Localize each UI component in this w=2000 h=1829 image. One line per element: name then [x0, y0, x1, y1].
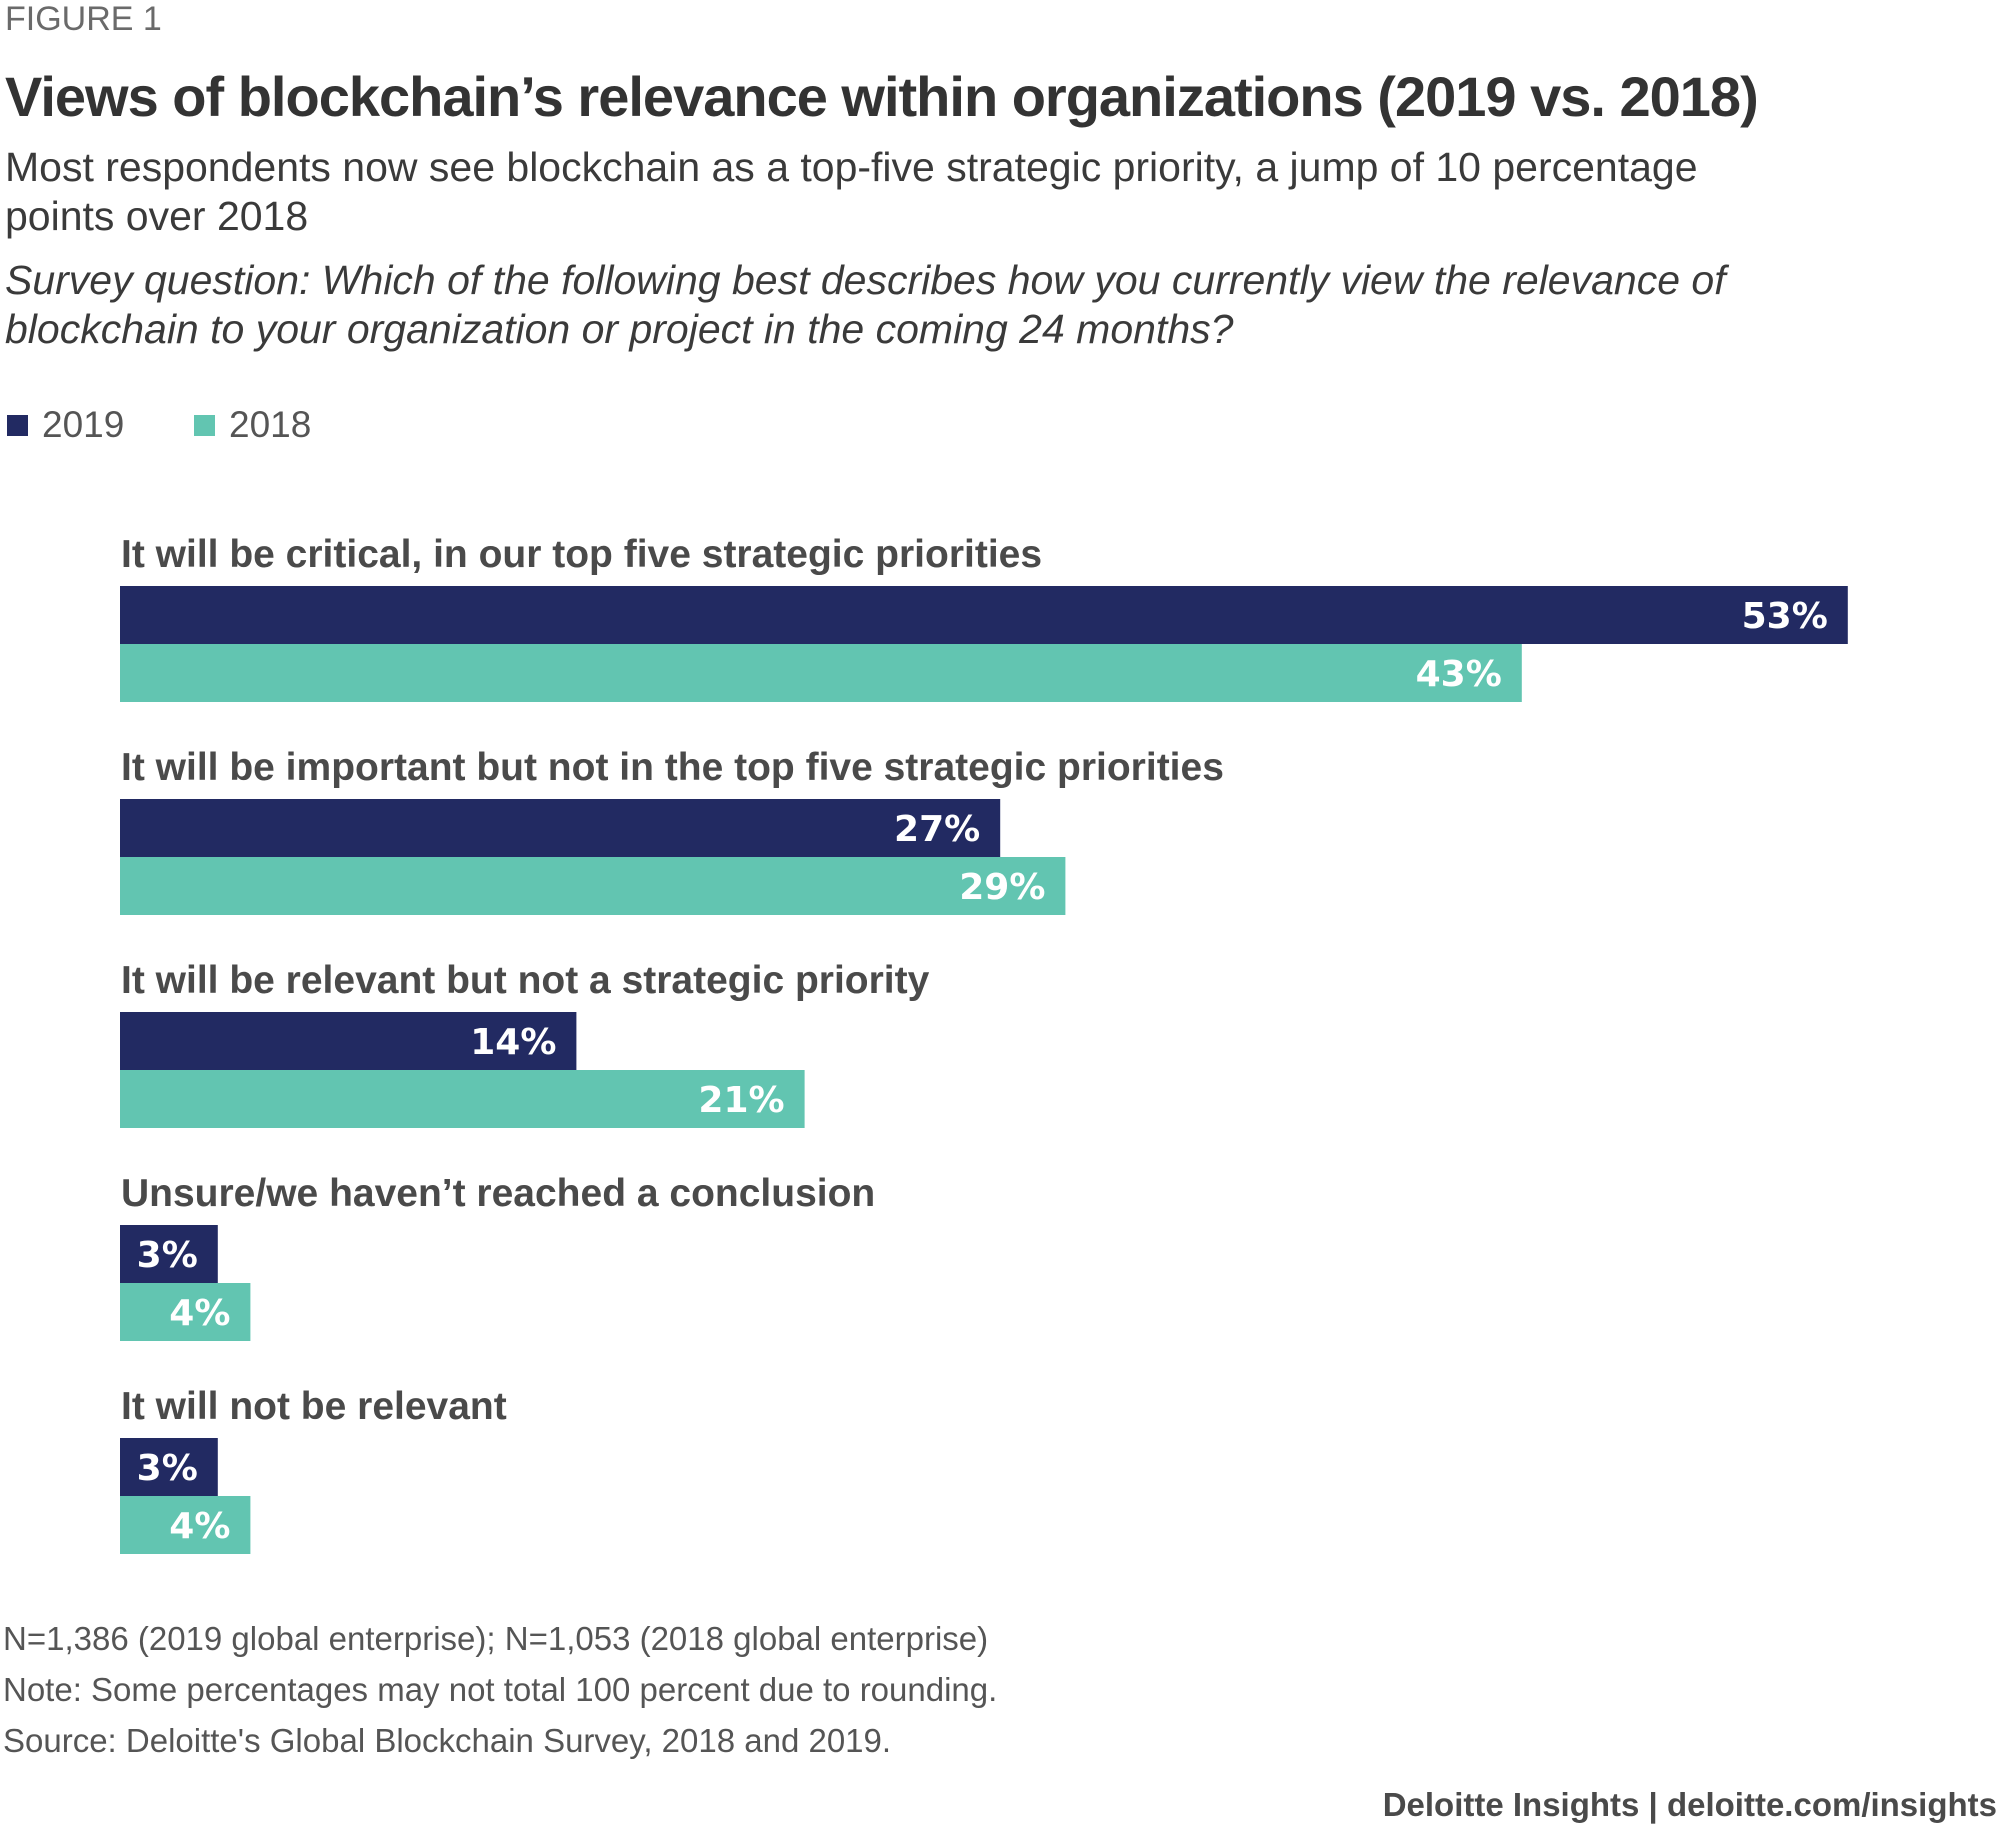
bar-value-label-2019: 27% — [894, 809, 980, 850]
bar-2019 — [120, 1438, 218, 1496]
chart-subtitle-line-1: Most respondents now see blockchain as a… — [5, 144, 1698, 190]
bar-value-label-2019: 53% — [1742, 596, 1828, 637]
bar-value-label-2018: 4% — [169, 1293, 230, 1334]
legend-swatch-2018 — [194, 414, 215, 436]
bar-2018 — [120, 1496, 251, 1554]
bar-value-label-2019: 3% — [137, 1448, 198, 1489]
chart-subtitle-line-2: points over 2018 — [5, 193, 309, 239]
legend-item-2019: 2019 — [7, 404, 124, 446]
bar-2019 — [120, 586, 1848, 644]
bar-2019 — [120, 1012, 577, 1070]
bar-2018 — [120, 857, 1066, 915]
survey-question-line-1: Survey question: Which of the following … — [5, 257, 1726, 303]
category-label: It will be critical, in our top five str… — [121, 533, 1042, 576]
legend-label-2018: 2018 — [229, 404, 312, 445]
bar-value-label-2019: 14% — [470, 1022, 556, 1063]
bar-2018 — [120, 1283, 251, 1341]
bar-2019 — [120, 1225, 218, 1283]
legend-swatch-2019 — [7, 414, 28, 436]
survey-question-line-2: blockchain to your organization or proje… — [5, 306, 1234, 352]
footer-brand: Deloitte Insights | deloitte.com/insight… — [1382, 1786, 1997, 1823]
bar-2018 — [120, 644, 1522, 702]
source-note: Source: Deloitte's Global Blockchain Sur… — [3, 1722, 892, 1759]
legend-label-2019: 2019 — [42, 404, 125, 445]
sample-size-note: N=1,386 (2019 global enterprise); N=1,05… — [3, 1620, 989, 1657]
bar-value-label-2019: 3% — [137, 1235, 198, 1276]
legend-item-2018: 2018 — [194, 404, 311, 446]
bar-value-label-2018: 43% — [1416, 654, 1502, 695]
bar-value-label-2018: 21% — [698, 1080, 784, 1121]
category-label: It will be important but not in the top … — [121, 746, 1224, 789]
bar-value-label-2018: 4% — [169, 1506, 230, 1547]
category-label: It will be relevant but not a strategic … — [121, 959, 930, 1002]
bar-2019 — [120, 799, 1001, 857]
category-label: It will not be relevant — [121, 1385, 507, 1428]
bar-2018 — [120, 1070, 805, 1128]
figure-label: FIGURE 1 — [5, 0, 162, 38]
bar-value-label-2018: 29% — [959, 867, 1045, 908]
rounding-note: Note: Some percentages may not total 100… — [3, 1671, 998, 1708]
chart-title: Views of blockchain’s relevance within o… — [5, 65, 1759, 128]
category-label: Unsure/we haven’t reached a conclusion — [121, 1172, 875, 1215]
